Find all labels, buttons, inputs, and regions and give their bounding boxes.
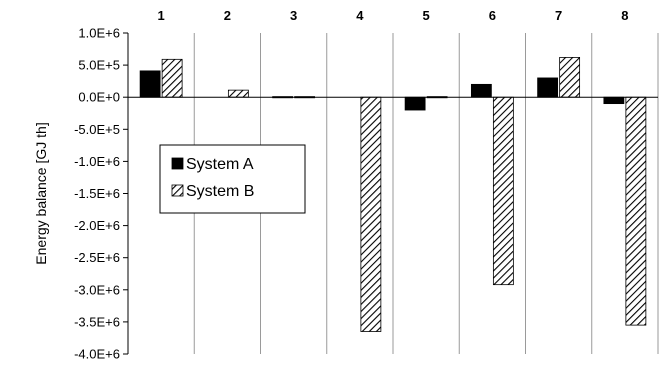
- y-tick-labels: 1.0E+6 5.0E+5 0.0E+0 -5.0E+5 -1.0E+6 -1.5E+6 -…: [74, 26, 120, 362]
- y-tick-label: -1.5E+6: [74, 186, 120, 201]
- x-tick-labels: 1 2 3 4 5 6 7 8: [158, 8, 629, 23]
- x-tick-label: 7: [555, 8, 562, 23]
- x-tick-label: 3: [290, 8, 297, 23]
- legend: System A System B: [159, 144, 306, 214]
- x-tick-label: 6: [489, 8, 496, 23]
- bar-system-a: [404, 96, 426, 111]
- y-tick-label: -3.0E+6: [74, 282, 120, 297]
- y-tick-label: -2.0E+6: [74, 218, 120, 233]
- y-tick-label: 1.0E+6: [78, 26, 120, 41]
- y-tick-label: -4.0E+6: [74, 347, 120, 362]
- bar-system-b: [559, 56, 581, 98]
- legend-label-system-b: System B: [186, 183, 254, 200]
- legend-box: [159, 144, 306, 214]
- bar-system-a: [139, 70, 161, 98]
- y-tick-label: 5.0E+5: [78, 58, 120, 73]
- bar-system-a: [470, 83, 492, 98]
- bar-system-b: [161, 58, 183, 98]
- bar-system-b: [227, 89, 249, 98]
- grid: [193, 33, 659, 354]
- y-tick-label: -5.0E+5: [74, 122, 120, 137]
- x-tick-label: 4: [356, 8, 364, 23]
- bar-system-a: [537, 77, 559, 98]
- bar-system-a: [603, 96, 625, 105]
- legend-swatch-system-a: [171, 157, 184, 170]
- y-axis-label: Energy balance [GJ th]: [33, 122, 49, 264]
- legend-label-system-a: System A: [186, 156, 254, 173]
- y-tick-label: 0.0E+0: [78, 90, 120, 105]
- bar-system-b: [625, 96, 647, 326]
- x-tick-label: 5: [423, 8, 430, 23]
- x-tick-label: 8: [621, 8, 628, 23]
- x-tick-label: 1: [158, 8, 165, 23]
- bar-system-b: [492, 96, 514, 286]
- axes: [123, 32, 658, 355]
- bar-system-b: [360, 96, 382, 332]
- x-tick-label: 2: [224, 8, 231, 23]
- y-tick-label: -2.5E+6: [74, 250, 120, 265]
- legend-swatch-system-b: [171, 184, 184, 197]
- y-tick-label: -3.5E+6: [74, 314, 120, 329]
- y-tick-label: -1.0E+6: [74, 154, 120, 169]
